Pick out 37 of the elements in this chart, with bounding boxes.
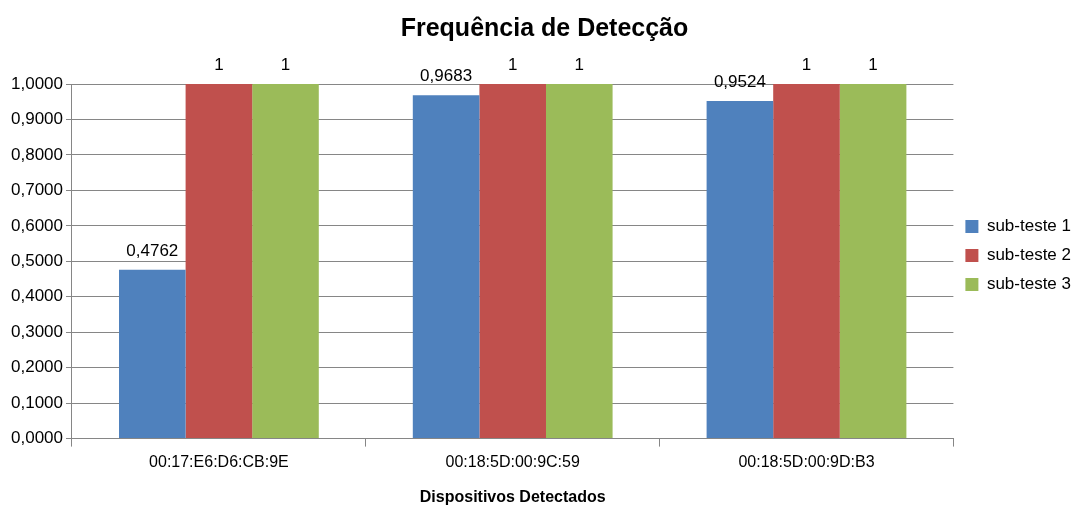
y-tick-label: 0,6000 [11, 215, 63, 235]
y-tick-label: 0,7000 [11, 180, 63, 200]
data-label: 1 [214, 55, 224, 75]
data-label: 1 [280, 55, 291, 75]
bar [773, 84, 840, 439]
bar [545, 84, 613, 439]
y-tick-label: 0,8000 [11, 144, 63, 164]
x-tick-label: 00:17:E6:D6:CB:9E [149, 452, 289, 470]
data-label: 1 [801, 55, 812, 75]
bar [479, 84, 546, 439]
data-label: 1 [868, 55, 878, 75]
x-tick-label: 00:18:5D:00:9D:B3 [738, 452, 875, 470]
chart-title: Frequência de Detecção [400, 12, 689, 41]
bar [839, 84, 907, 439]
data-label: 0,4762 [126, 240, 179, 260]
bar [185, 84, 253, 439]
y-tick-label: 0,5000 [11, 250, 63, 270]
x-axis-title: Dispositivos Detectados [419, 487, 606, 505]
bar [412, 95, 480, 439]
legend-label: sub-teste 2 [986, 245, 1072, 265]
data-label: 0,9683 [420, 66, 473, 86]
y-tick-label: 0,3000 [11, 321, 63, 341]
y-tick-label: 0,2000 [11, 357, 63, 377]
legend-label: sub-teste 1 [986, 216, 1072, 236]
bar [119, 269, 186, 439]
y-tick-label: 0,9000 [11, 109, 63, 129]
y-tick-label: 1,0000 [11, 73, 63, 93]
bar [252, 84, 319, 439]
data-label: 0,9524 [713, 72, 766, 92]
y-tick-label: 0,4000 [11, 286, 63, 306]
x-tick-label: 00:18:5D:00:9C:59 [445, 452, 580, 470]
y-tick-label: 0,0000 [11, 428, 63, 448]
data-label: 1 [507, 55, 518, 75]
y-tick-label: 0,1000 [11, 392, 63, 412]
data-label: 1 [574, 55, 585, 75]
legend-label: sub-teste 3 [986, 274, 1072, 294]
bar [706, 100, 774, 439]
